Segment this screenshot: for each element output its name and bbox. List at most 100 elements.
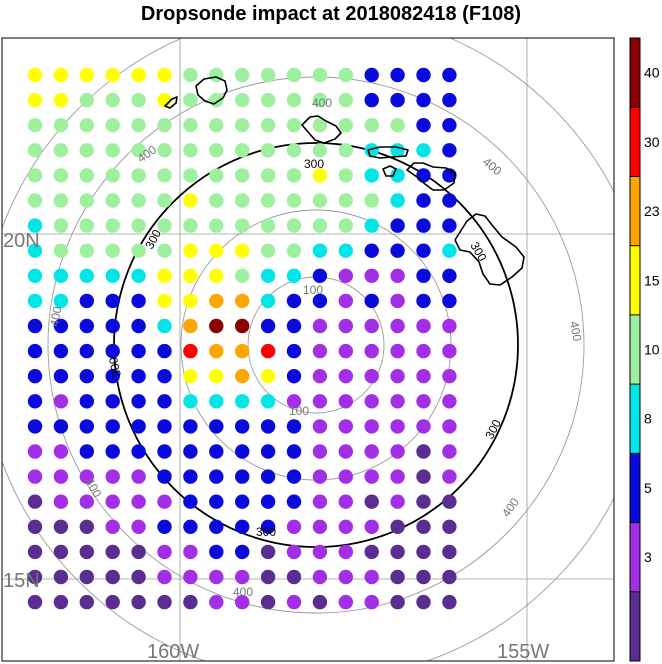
impact-dot [209,92,224,108]
impact-dot [209,268,224,283]
impact-dot [157,469,172,484]
impact-dot [338,444,353,459]
impact-dot [27,67,43,83]
impact-dot [416,569,431,585]
impact-dot [390,118,405,133]
impact-dot [157,569,172,585]
impact-dot [131,494,146,509]
impact-dot [235,318,250,334]
impact-dot [286,268,302,283]
impact-dot [79,318,95,334]
impact-dot [260,67,276,83]
coast-maui [406,162,456,191]
impact-dot [338,168,353,183]
impact-dot [53,193,69,208]
impact-dot [364,519,379,534]
impact-dot [53,318,69,334]
impact-dot [338,594,353,610]
impact-dot [312,469,328,484]
impact-dot [260,143,276,158]
impact-dot [260,594,276,610]
impact-dot [131,444,146,459]
impact-dot [338,469,353,484]
impact-dot [209,143,224,158]
impact-dot [131,544,146,560]
impact-dot [53,168,69,183]
impact-dot [312,118,328,133]
impact-dot [183,594,198,610]
impact-dot [312,268,328,283]
impact-dot [416,318,431,334]
impact-dot [131,92,146,108]
colorbar-frame [629,37,641,662]
impact-dot [312,343,328,359]
impact-dot [105,118,120,133]
impact-dot [235,343,250,359]
impact-dot [157,168,172,183]
colorbar-box [630,314,640,385]
impact-dot [79,268,95,283]
impact-dot [364,67,379,83]
impact-dot [235,218,250,233]
impact-dot [235,268,250,283]
impact-dot [131,268,146,283]
impact-dot [338,118,353,133]
impact-dot [235,469,250,484]
impact-dot [209,118,224,133]
impact-dot [286,243,302,258]
impact-dot [286,168,302,183]
impact-dot [416,369,431,384]
impact-dot [364,394,379,409]
impact-dot [390,419,405,434]
impact-dot [183,143,198,158]
ring-label-400-right: 400 [567,320,584,342]
impact-dot [105,394,120,409]
impact-dot [390,343,405,359]
impact-dot [338,494,353,509]
impact-dot [286,519,302,534]
impact-dot [260,343,276,359]
impact-dot [286,494,302,509]
impact-dot [53,218,69,233]
impact-dot [390,544,405,560]
impact-dot [79,92,95,108]
impact-dot [312,293,328,309]
impact-dot [105,268,120,283]
impact-dot [260,494,276,509]
impact-dot [312,594,328,610]
colorbar-tick-label: 5 [644,480,652,496]
impact-dot [53,519,69,534]
impact-dot [235,92,250,108]
impact-dot [364,594,379,610]
impact-dot [442,494,457,509]
impact-dot [79,143,95,158]
impact-dot [364,419,379,434]
impact-dot [416,444,431,459]
impact-dot [209,469,224,484]
ring-label-400-top: 400 [312,96,332,110]
impact-dot [27,193,43,208]
coast-molokai [367,146,409,159]
impact-dot [338,519,353,534]
impact-dot [131,218,146,233]
impact-dot [27,268,43,283]
impact-dot [260,218,276,233]
colorbar-box [630,522,640,593]
impact-dot [27,519,43,534]
colorbar-box [630,245,640,316]
impact-dot [286,67,302,83]
impact-dot [260,519,276,534]
impact-dot [364,218,379,233]
impact-dot [105,293,120,309]
impact-dot [209,544,224,560]
impact-dot [364,268,379,283]
impact-dot [183,67,198,83]
impact-dot [79,218,95,233]
impact-dot [131,293,146,309]
impact-dot [131,369,146,384]
graticule [2,38,614,661]
impact-dot [338,318,353,334]
impact-dot [27,318,43,334]
impact-dot [312,419,328,434]
impact-dot [79,469,95,484]
